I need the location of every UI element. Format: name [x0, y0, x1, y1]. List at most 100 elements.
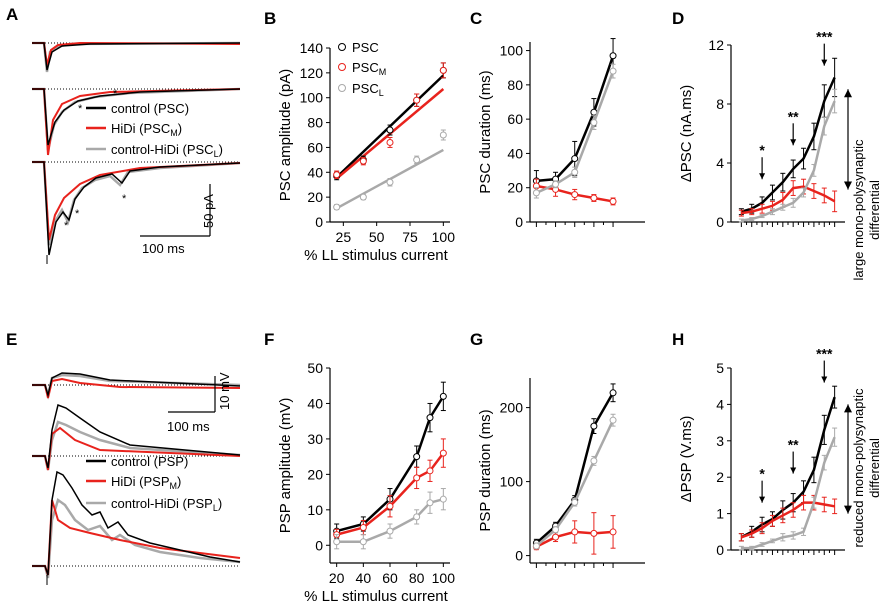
- series-line: [741, 100, 836, 222]
- y-axis-label: PSP duration (ms): [477, 409, 494, 531]
- data-point: [439, 495, 447, 503]
- y-tick-label: 20: [307, 189, 323, 205]
- scalebar-amp-label: 50 pA: [201, 194, 216, 228]
- y-tick-label: 60: [307, 139, 323, 155]
- y-tick-label: 0: [315, 214, 323, 230]
- y-tick-label: 0: [515, 548, 523, 564]
- data-point: [413, 96, 421, 104]
- side-label-line: reduced mono-polysynaptic: [851, 388, 866, 547]
- panel-label-e: E: [6, 330, 17, 349]
- significance-asterisk: **: [788, 437, 799, 453]
- y-tick-label: 3: [716, 433, 724, 449]
- significance-asterisk: ***: [816, 29, 833, 45]
- data-point: [386, 138, 394, 146]
- series-control-hidi: [333, 488, 447, 550]
- legend-label: PSCL: [352, 81, 384, 98]
- y-tick-label: 20: [307, 466, 323, 482]
- series-line: [740, 396, 836, 539]
- y-tick-label: 60: [507, 111, 523, 127]
- y-tick-label: 4: [716, 155, 724, 171]
- data-point: [359, 538, 367, 546]
- scalebar-amp-label: 10 mV: [217, 372, 232, 410]
- data-point: [386, 527, 394, 535]
- y-tick-label: 100: [300, 90, 324, 106]
- x-tick-label: 25: [336, 229, 352, 245]
- series-hidi: [333, 438, 447, 541]
- data-point: [571, 528, 579, 536]
- data-point: [532, 189, 540, 197]
- side-label-d: large mono-polysynaptic differential: [851, 139, 882, 280]
- y-tick-label: 0: [716, 214, 724, 230]
- x-tick-label: 80: [409, 570, 425, 586]
- y-tick-label: 0: [515, 214, 523, 230]
- series-line: [741, 185, 836, 215]
- y-tick-label: 200: [500, 400, 524, 416]
- legend-label: control-HiDi (PSCL): [111, 142, 223, 159]
- x-tick-label: 20: [329, 570, 345, 586]
- series-line: [740, 501, 835, 539]
- data-point: [590, 194, 598, 202]
- data-point: [609, 52, 617, 60]
- data-point: [552, 533, 560, 541]
- series-control: [333, 381, 447, 539]
- differential-arrowhead: [844, 89, 852, 98]
- x-tick-label: 40: [356, 570, 372, 586]
- data-point: [590, 422, 598, 430]
- legend-label: HiDi (PSPM): [111, 474, 181, 491]
- x-tick-label: 100: [432, 570, 456, 586]
- data-point: [359, 524, 367, 532]
- panel-label-h: H: [672, 330, 684, 349]
- series-control-hidi: [738, 88, 838, 223]
- data-point: [426, 467, 434, 475]
- data-point: [426, 414, 434, 422]
- series-line: [336, 395, 445, 533]
- series-control-hidi: [532, 63, 617, 199]
- legend-b: PSC PSCM PSCL: [338, 40, 386, 98]
- x-axis-label: % LL stimulus current: [304, 247, 448, 264]
- y-axis-label: PSC amplitude (pA): [277, 69, 294, 202]
- side-label-h: reduced mono-polysynaptic differential: [851, 388, 882, 547]
- y-tick-label: 40: [307, 395, 323, 411]
- y-tick-label: 1: [716, 506, 724, 522]
- psc-traces: * * * * * 50 pA 100 ms: [32, 41, 241, 264]
- side-label-line: large mono-polysynaptic: [851, 139, 866, 280]
- y-tick-label: 0: [315, 537, 323, 553]
- data-point: [609, 389, 617, 397]
- legend-label: PSC: [352, 40, 379, 55]
- series-line: [741, 76, 836, 213]
- y-tick-label: 2: [716, 469, 724, 485]
- data-point: [571, 191, 579, 199]
- y-tick-label: 140: [300, 40, 324, 56]
- data-point: [413, 156, 421, 164]
- psp-traces: 10 mV 100 ms: [32, 372, 241, 585]
- series-psc-m: [333, 62, 447, 179]
- y-tick-label: 20: [507, 180, 523, 196]
- x-axis-label: % LL stimulus current: [304, 588, 448, 605]
- differential-arrowhead: [844, 404, 852, 413]
- y-tick-label: 50: [307, 360, 323, 376]
- chart-g: 0 100 200 PSP duration (ms): [477, 378, 645, 568]
- y-tick-label: 8: [716, 96, 724, 112]
- y-tick-label: 40: [307, 164, 323, 180]
- data-point: [413, 474, 421, 482]
- series-line: [741, 436, 836, 550]
- significance-arrowhead: [821, 376, 828, 383]
- y-tick-label: 40: [507, 145, 523, 161]
- asterisk: *: [78, 103, 83, 115]
- panel-label-f: F: [264, 330, 274, 349]
- panel-label-b: B: [264, 9, 276, 28]
- side-label-line: differential: [867, 180, 882, 240]
- data-point: [439, 449, 447, 457]
- asterisk: *: [122, 193, 127, 205]
- legend-label: control (PSP): [111, 454, 188, 469]
- series-line: [336, 452, 445, 536]
- chart-b: 0 20 40 60 80 100 120 140 25 50 75 100 PSC amplitude…: [277, 40, 455, 264]
- asterisk: *: [64, 220, 69, 232]
- data-point: [439, 131, 447, 139]
- data-point: [590, 529, 598, 537]
- data-point: [590, 119, 598, 127]
